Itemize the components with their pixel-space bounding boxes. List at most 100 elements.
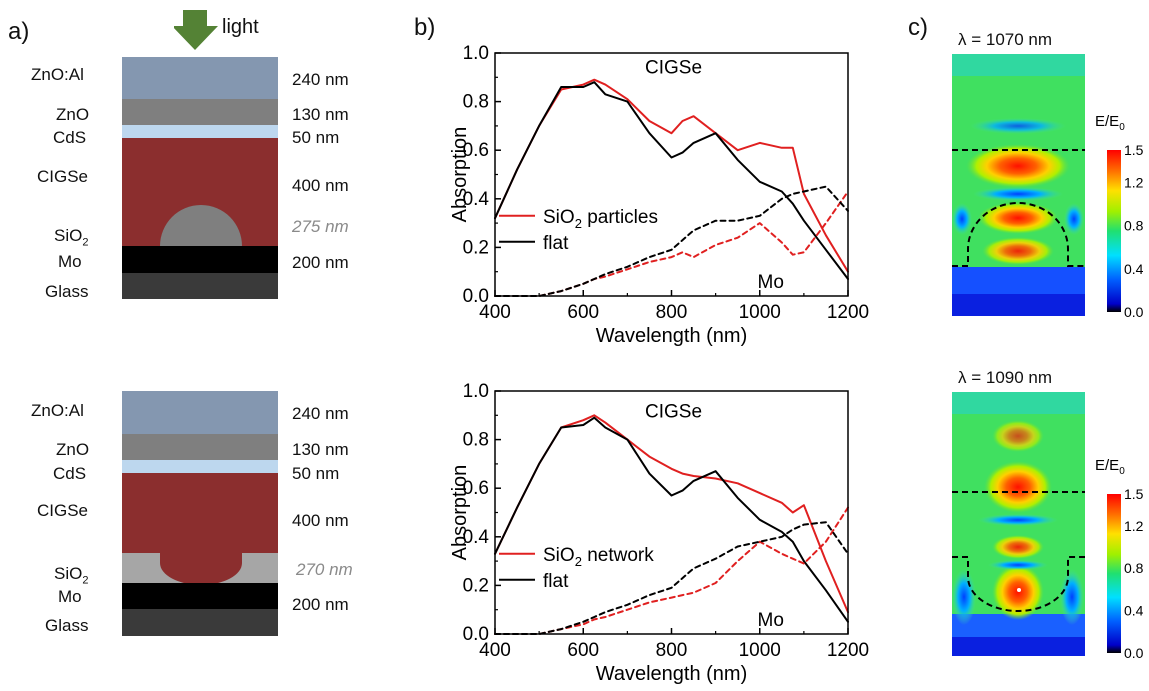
x-tick-label: 400: [479, 302, 511, 323]
layer-sio2-particle: [160, 205, 242, 246]
colorbar-label: E/E0: [1095, 457, 1125, 477]
layer-label-mo: Mo: [58, 252, 82, 271]
y-tick-label: 0.2: [463, 575, 489, 596]
colorbar-tick-label: 1.2: [1124, 174, 1144, 190]
layer-zno-al: [122, 391, 278, 434]
annotation-cigse: CIGSe: [645, 402, 702, 423]
colorbar: [1107, 150, 1121, 312]
layer-glass: [122, 273, 278, 299]
layer-label-sio2: SiO2: [54, 226, 89, 249]
layer-stack-top-diagram: [122, 57, 278, 299]
x-tick-label: 1000: [739, 302, 781, 323]
x-axis-label: Wavelength (nm): [596, 663, 748, 685]
layer-label-cds: CdS: [53, 128, 87, 147]
layer-label-glass: Glass: [45, 616, 89, 635]
light-arrow-icon: [174, 10, 218, 50]
layer-cds: [122, 460, 278, 473]
series-line-3: [494, 185, 849, 297]
y-axis-label: Absorption: [449, 127, 471, 223]
colorbar-tick-label: 0.8: [1124, 218, 1144, 234]
thickness-zno: 130 nm: [292, 440, 349, 459]
x-tick-label: 400: [479, 640, 511, 661]
y-tick-label: 0.0: [463, 286, 489, 307]
layer-mo: [122, 583, 278, 609]
legend-label: SiO2 particles: [543, 207, 658, 231]
field-map: [952, 392, 1085, 656]
panel-label-b: b): [414, 14, 436, 41]
thickness-zno-al: 240 nm: [292, 70, 349, 89]
colorbar-tick-label: 1.2: [1124, 518, 1144, 534]
layer-glass: [122, 609, 278, 636]
absorption-chart-network: 400 600 800 1000 1200 0.0 0.2 0.4 0.6 0.8 1.0 Wavel…: [449, 381, 869, 685]
x-tick-label: 1200: [827, 640, 869, 661]
colorbar-tick-label: 0.4: [1124, 603, 1144, 619]
y-axis-label: Absorption: [449, 465, 471, 561]
series-line-3: [494, 521, 849, 635]
x-tick-label: 600: [567, 302, 599, 323]
series-line-1: [494, 416, 849, 623]
layer-zno: [122, 434, 278, 460]
y-tick-label: 0.4: [463, 189, 490, 210]
layer-label-sio2: SiO2: [54, 564, 89, 587]
colorbar-label: E/E0: [1095, 113, 1125, 133]
layer-sio2-network: [122, 553, 278, 583]
y-tick-label: 1.0: [463, 381, 489, 402]
thickness-sio2: 275 nm: [292, 217, 349, 236]
x-tick-label: 1200: [827, 302, 869, 323]
layer-cds: [122, 125, 278, 138]
layer-label-glass: Glass: [45, 282, 89, 301]
layer-label-cigse: CIGSe: [37, 501, 89, 520]
layer-label-zno: ZnO: [56, 440, 90, 459]
series-line-2: [494, 190, 849, 297]
annotation-mo: Mo: [758, 610, 784, 631]
layer-mo: [122, 246, 278, 273]
field-map: [952, 54, 1085, 316]
colorbar-tick-label: 0.0: [1124, 304, 1144, 320]
colorbar-tick-label: 0.4: [1124, 261, 1144, 277]
thickness-cigse: 400 nm: [292, 511, 349, 530]
x-tick-label: 600: [567, 640, 599, 661]
layer-label-zno-al: ZnO:Al: [31, 401, 84, 420]
colorbar-tick-label: 1.5: [1124, 486, 1144, 502]
y-tick-label: 0.4: [463, 527, 490, 548]
legend-label: flat: [543, 233, 569, 254]
fieldmap-bottom-title: λ = 1090 nm: [958, 368, 1053, 387]
annotation-cigse: CIGSe: [645, 58, 702, 79]
layer-label-cds: CdS: [53, 464, 87, 483]
x-tick-label: 800: [656, 640, 688, 661]
panel-label-c: c): [908, 14, 928, 41]
x-tick-label: 1000: [739, 640, 781, 661]
thickness-sio2: 270 nm: [296, 560, 353, 579]
layer-zno-al: [122, 57, 278, 99]
series-line-1: [494, 81, 849, 280]
x-tick-label: 800: [656, 302, 688, 323]
fieldmap-bottom: E/E0 1.5 1.2 0.8 0.4 0.0: [952, 392, 1144, 660]
x-axis-label: Wavelength (nm): [596, 325, 748, 347]
y-tick-label: 1.0: [463, 43, 489, 64]
layer-stack-bottom-diagram: [122, 391, 278, 636]
absorption-chart-particles: 400 600 800 1000 1200 0.0 0.2 0.4 0.6 0.8 1.0 Wavel…: [449, 43, 869, 347]
thickness-cds: 50 nm: [292, 464, 340, 483]
layer-label-zno-al: ZnO:Al: [31, 65, 84, 84]
thickness-zno-al: 240 nm: [292, 404, 349, 423]
y-tick-label: 0.0: [463, 624, 489, 645]
annotation-mo: Mo: [758, 272, 784, 293]
thickness-mo: 200 nm: [292, 253, 349, 272]
thickness-cds: 50 nm: [292, 128, 340, 147]
colorbar-tick-label: 0.8: [1124, 560, 1144, 576]
colorbar: [1107, 494, 1121, 653]
y-tick-label: 0.2: [463, 237, 489, 258]
series-line-2: [494, 506, 849, 635]
colorbar-tick-label: 1.5: [1124, 142, 1144, 158]
legend-label: flat: [543, 571, 569, 592]
layer-label-mo: Mo: [58, 587, 82, 606]
series-line-0: [494, 78, 849, 273]
light-label: light: [222, 16, 259, 38]
fieldmap-top-title: λ = 1070 nm: [958, 30, 1053, 49]
y-tick-label: 0.8: [463, 430, 489, 451]
layer-stack-top: ZnO:Al ZnO CdS CIGSe SiO2 Mo Glass 240 n…: [0, 0, 400, 320]
thickness-cigse: 400 nm: [292, 176, 349, 195]
thickness-zno: 130 nm: [292, 105, 349, 124]
y-tick-label: 0.6: [463, 478, 489, 499]
layer-cigse: [122, 473, 278, 585]
